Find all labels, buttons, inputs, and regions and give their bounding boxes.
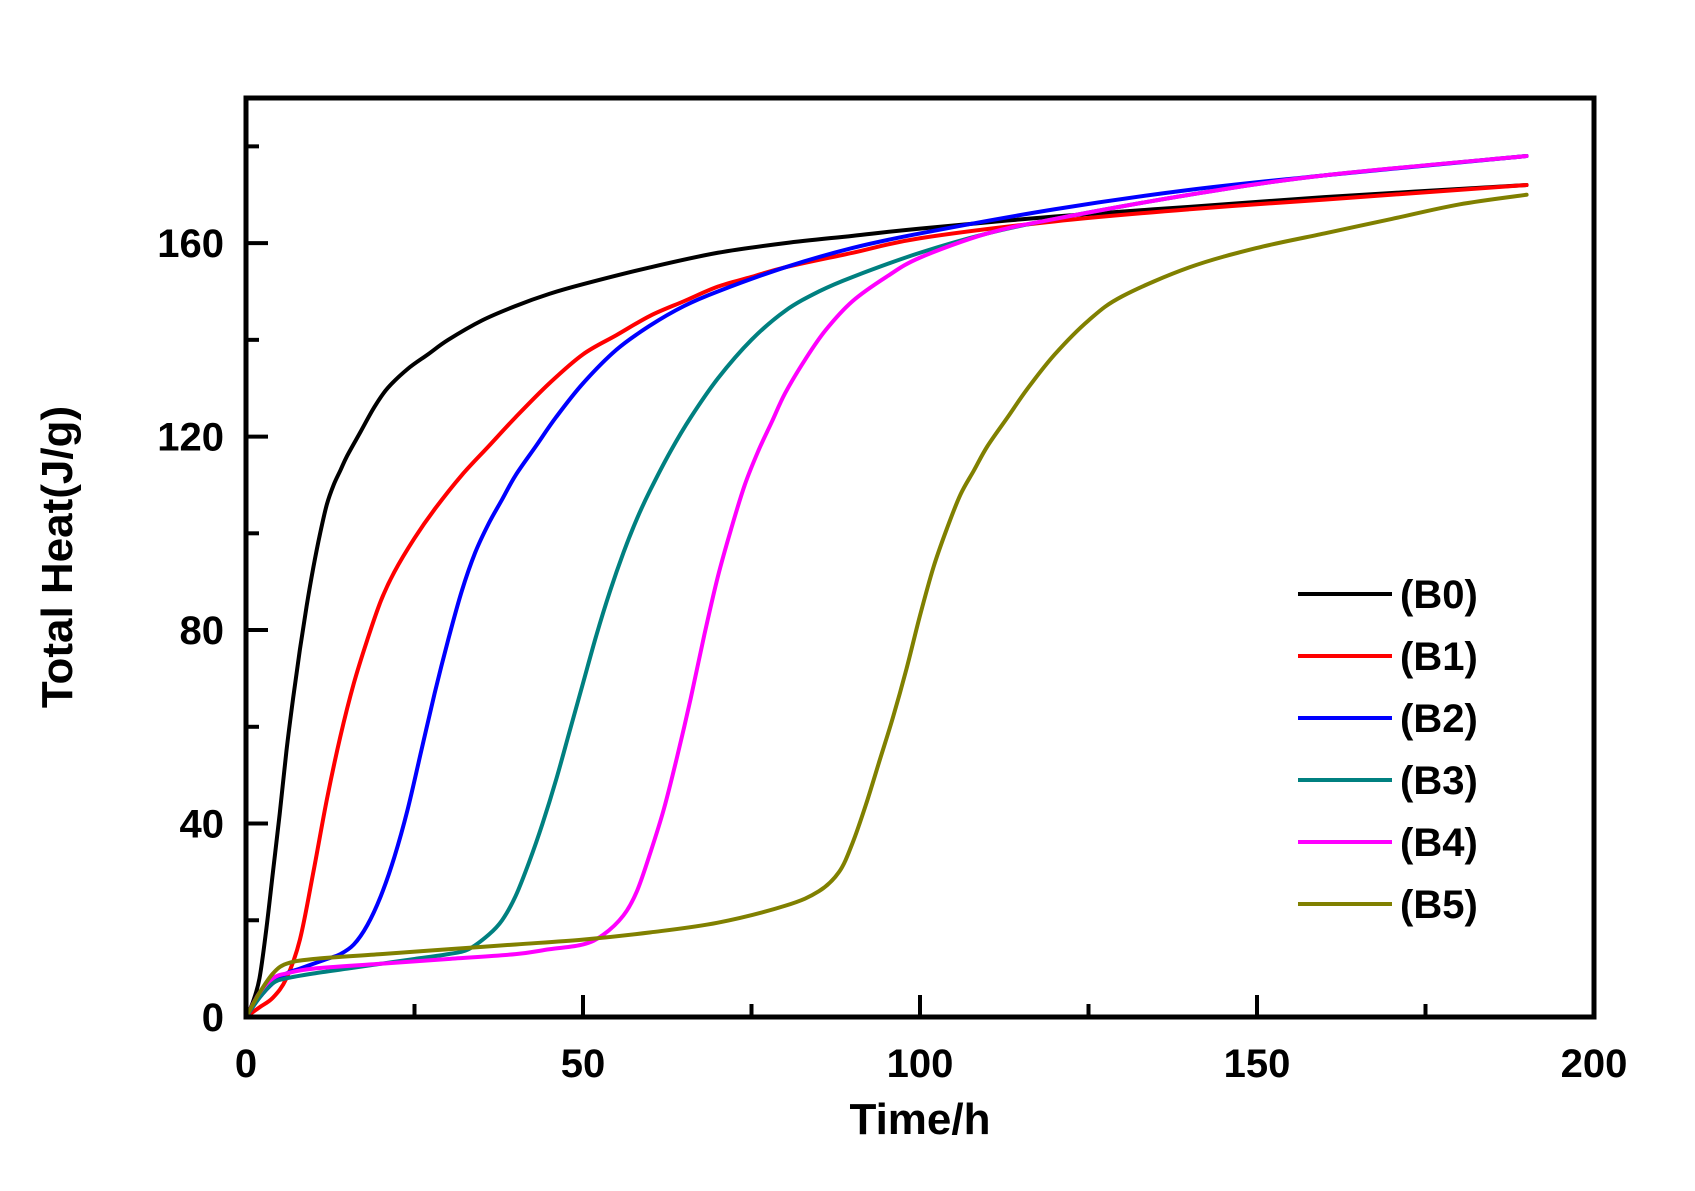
y-tick-label: 0: [202, 996, 224, 1040]
series-line-b5: [244, 192, 1529, 1019]
x-tick-label: 100: [887, 1042, 954, 1086]
y-tick-label: 160: [157, 222, 224, 266]
x-tick-label: 50: [561, 1042, 606, 1086]
y-axis-title: Total Heat(J/g): [33, 406, 82, 708]
x-tick-label: 0: [235, 1042, 257, 1086]
series-line-b4: [244, 154, 1529, 1019]
y-tick-label: 80: [180, 609, 225, 653]
y-tick-label: 40: [180, 803, 225, 847]
x-tick-label: 150: [1224, 1042, 1291, 1086]
series-lines: [244, 154, 1529, 1019]
series-line-b0: [244, 183, 1529, 1019]
legend-label-b2: (B2): [1400, 697, 1478, 741]
series-line-b1: [244, 183, 1529, 1019]
y-tick-label: 120: [157, 416, 224, 460]
legend: (B0) (B1) (B2) (B3) (B4) (B5): [1298, 573, 1478, 927]
axis-ticks: [244, 144, 1596, 1019]
legend-label-b5: (B5): [1400, 883, 1478, 927]
series-line-b2: [244, 154, 1529, 1019]
plot-frame: [243, 95, 1597, 1020]
x-tick-label: 200: [1561, 1042, 1628, 1086]
tick-labels: 0 50 100 150 200 0 40 80 120 160: [157, 222, 1627, 1086]
legend-label-b3: (B3): [1400, 759, 1478, 803]
legend-label-b0: (B0): [1400, 573, 1478, 617]
x-axis-title: Time/h: [849, 1095, 990, 1144]
legend-label-b1: (B1): [1400, 635, 1478, 679]
legend-label-b4: (B4): [1400, 821, 1478, 865]
series-line-b3: [244, 154, 1529, 1019]
